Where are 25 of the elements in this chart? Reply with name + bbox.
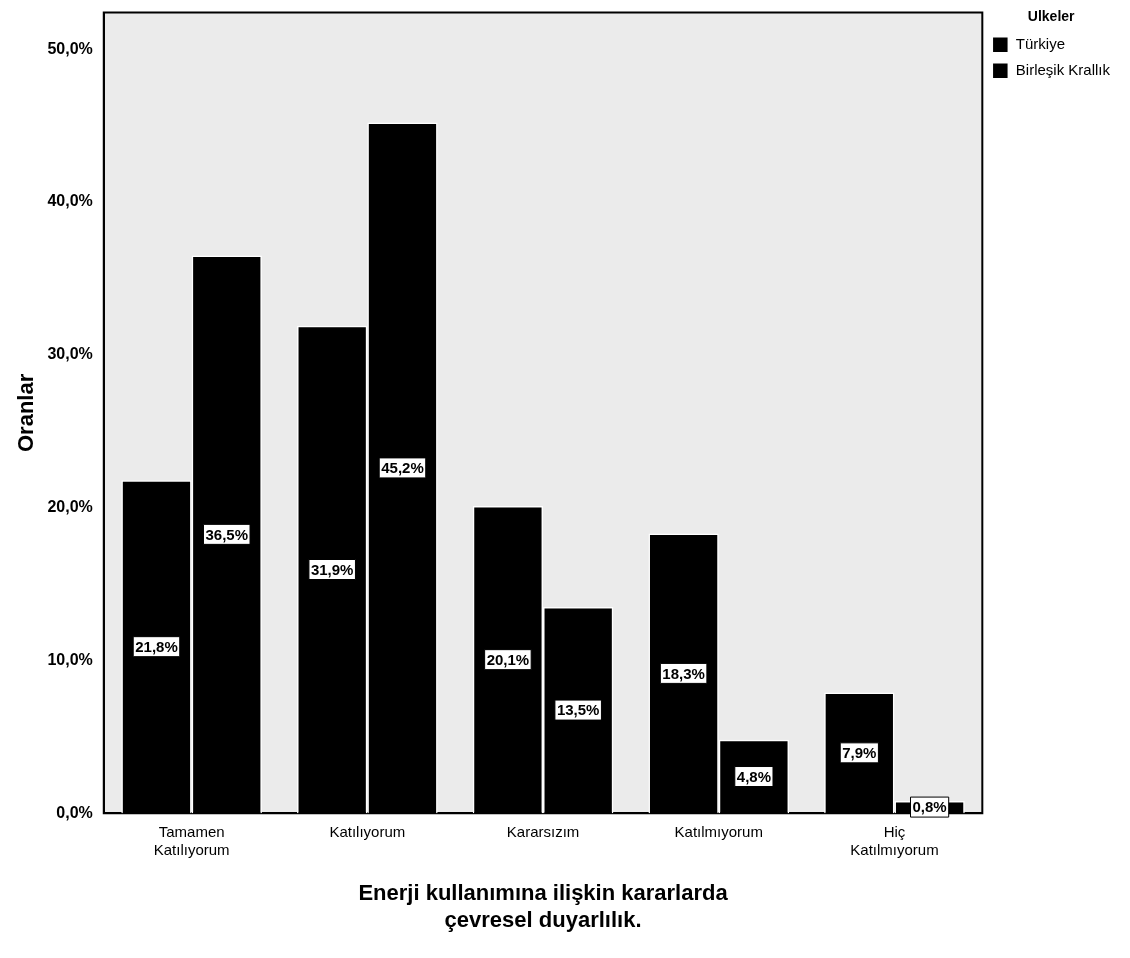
x-axis-title: Enerji kullanımına ilişkin kararlarda çevresel duyarlılık. [358,880,729,932]
data-label: 36,5% [205,525,249,543]
x-tick-label: Katılıyorum [329,823,406,841]
x-tick-label: Tamamen Katılıyorum [153,823,230,859]
y-tick-label: 20,0% [47,498,93,516]
x-tick-label: Katılmıyorum [674,823,763,841]
y-tick-label: 50,0% [47,39,93,57]
data-label: 20,1% [486,650,530,668]
data-label: 13,5% [556,701,600,719]
x-tick-label: Kararsızım [506,823,580,841]
y-tick-label: 30,0% [47,345,93,363]
data-label: 0,8% [912,798,947,816]
x-tick-label: Hiç Katılmıyorum [850,823,939,859]
legend-label: Birleşik Krallık [1015,60,1111,78]
legend-label: Türkiye [1015,34,1066,52]
y-tick-label: 10,0% [47,650,93,668]
y-tick-label: 0,0% [56,803,93,821]
y-axis-title: Oranlar [13,373,39,453]
data-label: 4,8% [736,767,771,785]
data-label: 45,2% [381,459,424,477]
y-tick-label: 40,0% [47,192,93,210]
data-label: 18,3% [662,664,705,682]
data-label: 31,9% [310,560,354,578]
data-label: 21,8% [135,637,178,655]
data-label: 7,9% [842,743,877,761]
